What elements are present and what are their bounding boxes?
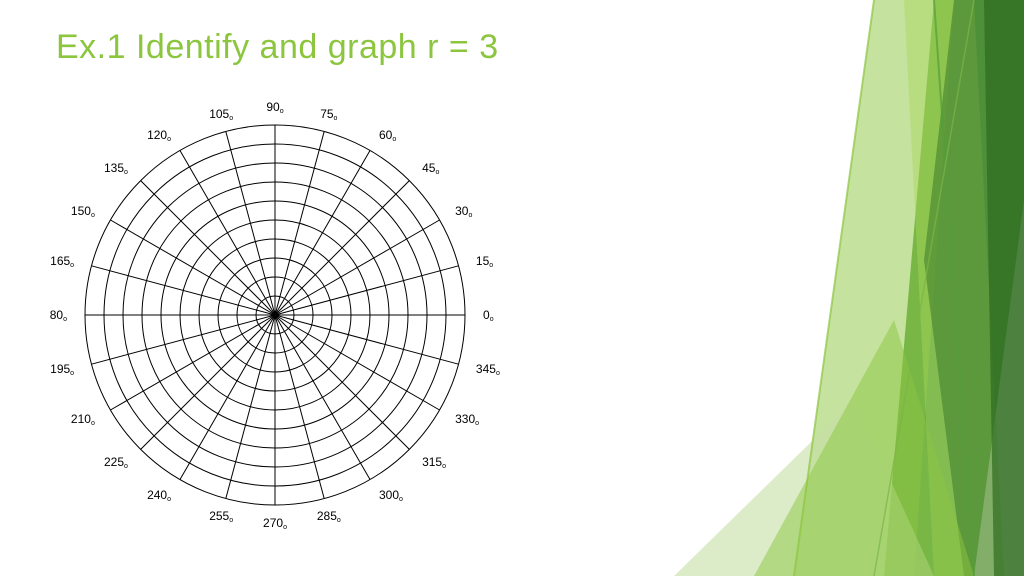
svg-text:135o: 135o [104, 161, 128, 176]
svg-text:210o: 210o [71, 412, 95, 427]
svg-text:330o: 330o [455, 412, 479, 427]
slide: Ex.1 Identify and graph r = 3 0o 15o 30o 45… [0, 0, 1024, 576]
svg-text:300o: 300o [379, 488, 403, 503]
svg-text:30o: 30o [455, 204, 472, 219]
svg-text:285o: 285o [317, 509, 341, 524]
svg-text:195o: 195o [50, 362, 74, 377]
slide-title: Ex.1 Identify and graph r = 3 [56, 28, 499, 67]
polar-grid-container: 0o 15o 30o 45o 60o 75o 90o 105o 120o 135o 150o 165o… [50, 80, 510, 565]
svg-text:225o: 225o [104, 455, 128, 470]
svg-text:90o: 90o [266, 100, 283, 115]
svg-text:240o: 240o [147, 488, 171, 503]
polar-grid: 0o 15o 30o 45o 60o 75o 90o 105o 120o 135o 150o 165o… [50, 80, 510, 560]
svg-text:150o: 150o [71, 204, 95, 219]
svg-text:0o: 0o [483, 308, 494, 323]
svg-text:60o: 60o [379, 128, 396, 143]
svg-text:120o: 120o [147, 128, 171, 143]
svg-text:270o: 270o [263, 516, 287, 531]
svg-text:315o: 315o [422, 455, 446, 470]
svg-text:180o: 180o [50, 308, 67, 323]
svg-text:255o: 255o [209, 509, 233, 524]
svg-text:45o: 45o [422, 161, 439, 176]
svg-text:165o: 165o [50, 254, 74, 269]
svg-text:345o: 345o [476, 362, 500, 377]
svg-text:75o: 75o [320, 107, 337, 122]
svg-text:15o: 15o [476, 254, 493, 269]
slide-decoration [674, 0, 1024, 576]
svg-text:105o: 105o [209, 107, 233, 122]
